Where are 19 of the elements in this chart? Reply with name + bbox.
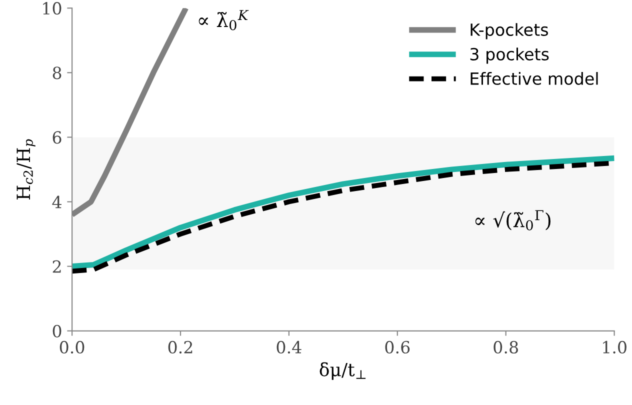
y-tick-label: 10 [43,2,62,15]
legend-label: K-pockets [470,23,548,40]
x-tick-label: 0.6 [385,340,410,354]
y-tick-label: 6 [52,131,62,144]
x-tick-label: 0.2 [168,340,192,354]
y-tick-label: 8 [52,66,62,80]
annotation: ∝ √(λ̃$_{0}$$^{Γ}$) [475,210,550,230]
x-tick-label: 0.8 [494,340,518,354]
y-tick-label: 4 [52,196,62,208]
x-axis-title: δμ/t$_{⊥}$ [320,362,366,380]
x-tick-label: 1.0 [603,340,626,354]
y-axis-title: H$_{c2}$/H$_{p}$ [16,139,36,200]
y-tick-label: 2 [52,260,61,273]
legend-label: Effective model [470,72,598,85]
x-tick-label: 0.4 [276,340,302,354]
x-tick-label: 0.0 [60,340,84,354]
legend-label: 3 pockets [470,48,549,64]
annotation: ∝ λ̃$_{0}$$^{K}$ [198,10,249,30]
y-tick-label: 0 [52,324,62,338]
